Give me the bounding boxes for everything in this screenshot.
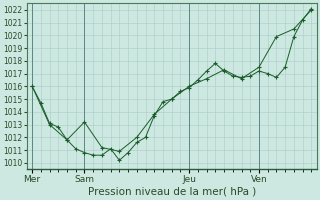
X-axis label: Pression niveau de la mer( hPa ): Pression niveau de la mer( hPa ) (88, 187, 256, 197)
